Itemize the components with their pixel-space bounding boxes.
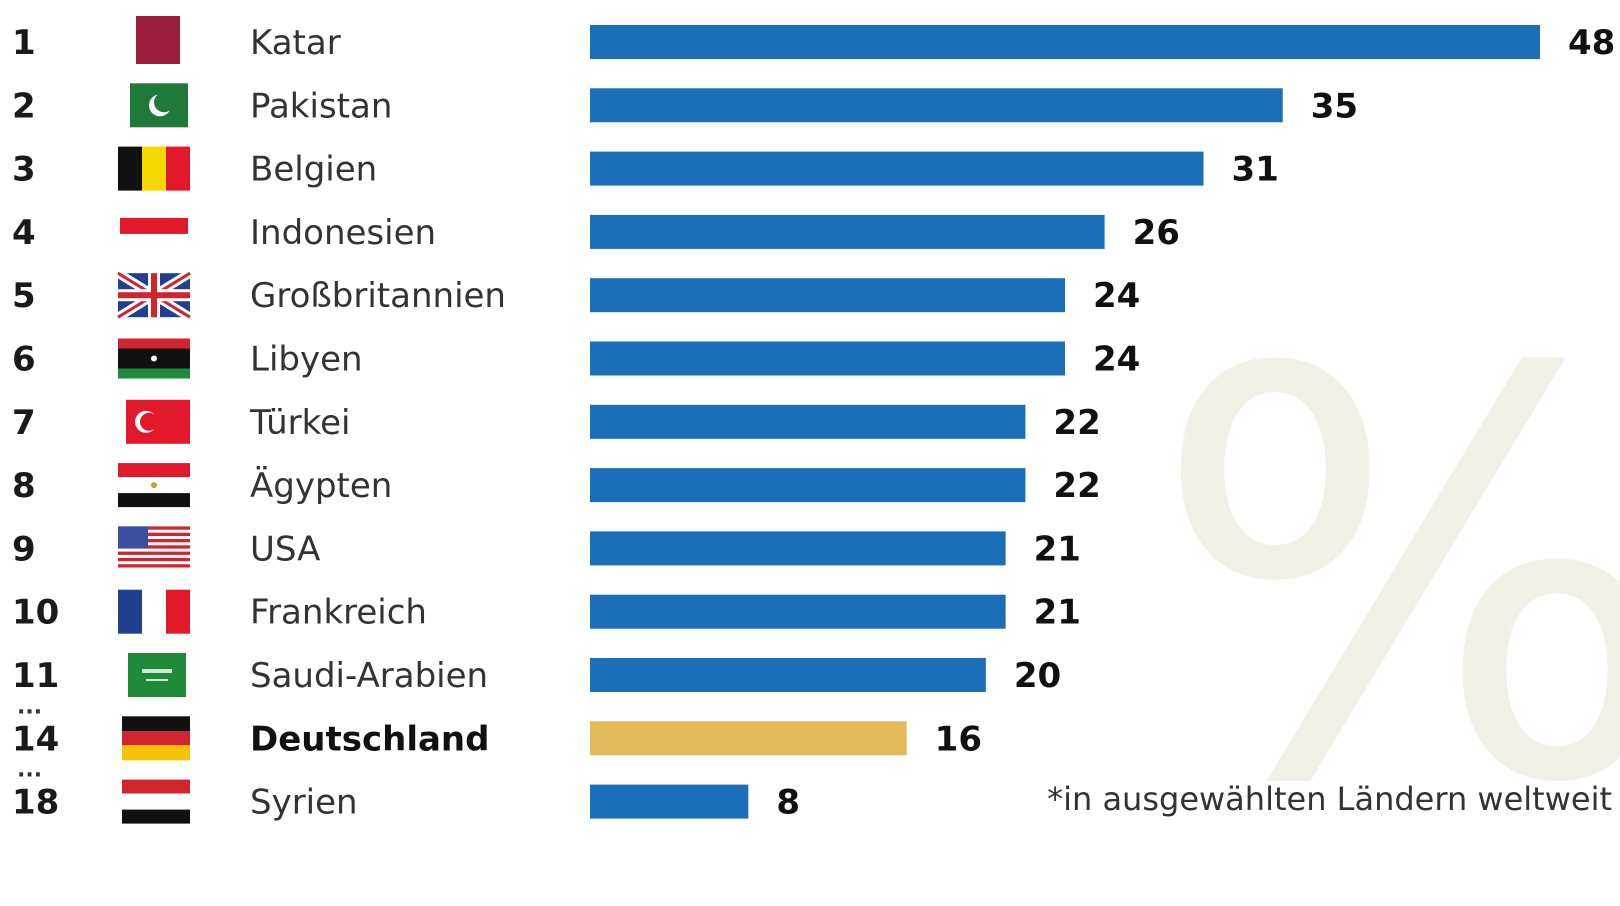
- value-label-usa: 21: [1034, 529, 1081, 569]
- country-label-libyen: Libyen: [250, 340, 363, 380]
- chart-container: % 1 Katar 48 2 Pakistan 35 3 Belgien 31 4 Indonesi…: [12, 16, 1620, 860]
- country-label-frankreich: Frankreich: [250, 593, 427, 633]
- rank-9: 9: [12, 529, 36, 569]
- bar-usa: [590, 531, 1006, 566]
- rank-10: 10: [12, 593, 59, 633]
- country-label-syrien: Syrien: [250, 783, 358, 823]
- value-label-saudi-arabien: 20: [1014, 656, 1061, 696]
- country-label-deutschland: Deutschland: [250, 719, 489, 759]
- value-label-deutschland: 16: [935, 719, 982, 759]
- flag-saudi-arabien-icon: [128, 653, 186, 697]
- bar-syrien: [590, 784, 749, 819]
- rank-8: 8: [12, 466, 36, 506]
- rank-4: 4: [12, 213, 36, 253]
- country-label-pakistan: Pakistan: [250, 86, 392, 126]
- rank-gap-marker-18: ...: [17, 758, 42, 783]
- rank-3: 3: [12, 150, 36, 190]
- rank-14: 14: [12, 719, 59, 759]
- country-label-usa: USA: [250, 529, 320, 569]
- flag-großbritannien-icon: [115, 269, 193, 322]
- percent-watermark: %: [1150, 300, 1620, 860]
- rank-6: 6: [12, 340, 36, 380]
- country-label-saudi-arabien: Saudi-Arabien: [250, 656, 488, 696]
- value-label-ägypten: 22: [1053, 466, 1100, 506]
- flag-usa-icon: [118, 526, 190, 568]
- rank-1: 1: [12, 23, 36, 63]
- value-label-libyen: 24: [1093, 340, 1140, 380]
- rank-gap-marker-14: ...: [17, 694, 42, 719]
- flag-türkei-icon: [126, 399, 190, 444]
- value-label-frankreich: 21: [1034, 593, 1081, 633]
- bar-chart: 1 Katar 48 2 Pakistan 35 3 Belgien 31 4 Indonesien…: [12, 16, 1615, 824]
- value-label-türkei: 22: [1053, 403, 1100, 443]
- flag-pakistan-icon: [130, 83, 188, 128]
- country-label-türkei: Türkei: [249, 403, 350, 443]
- bar-saudi-arabien: [590, 658, 986, 692]
- flag-frankreich-icon: [118, 589, 190, 634]
- bar-frankreich: [590, 594, 1006, 629]
- bar-türkei: [590, 404, 1026, 439]
- country-label-ägypten: Ägypten: [250, 466, 392, 506]
- country-label-katar: Katar: [250, 23, 341, 63]
- footnote: *in ausgewählten Ländern weltweit: [1047, 780, 1612, 818]
- value-label-indonesien: 26: [1133, 213, 1180, 253]
- bar-libyen: [590, 341, 1065, 376]
- flag-katar-icon: [136, 16, 180, 64]
- bar-deutschland: [590, 721, 907, 756]
- rank-18: 18: [12, 783, 59, 823]
- rank-11: 11: [12, 656, 59, 696]
- value-label-großbritannien: 24: [1093, 276, 1140, 316]
- flag-ägypten-icon: [118, 463, 190, 508]
- flag-syrien-icon: [122, 779, 190, 824]
- bar-indonesien: [590, 214, 1105, 249]
- bar-pakistan: [590, 88, 1283, 123]
- rank-5: 5: [12, 276, 36, 316]
- flag-deutschland-icon: [122, 716, 190, 761]
- country-label-indonesien: Indonesien: [250, 213, 436, 253]
- rank-7: 7: [12, 403, 36, 443]
- rank-2: 2: [12, 86, 36, 126]
- value-label-syrien: 8: [776, 783, 800, 823]
- bar-großbritannien: [590, 278, 1065, 313]
- country-label-großbritannien: Großbritannien: [250, 276, 506, 316]
- value-label-belgien: 31: [1232, 150, 1279, 190]
- flag-libyen-icon: [118, 338, 190, 379]
- bar-katar: [590, 25, 1540, 59]
- value-label-katar: 48: [1568, 23, 1615, 63]
- flag-indonesien-icon: [120, 217, 188, 234]
- bar-ägypten: [590, 468, 1026, 503]
- value-label-pakistan: 35: [1311, 86, 1358, 126]
- flag-belgien-icon: [118, 146, 190, 191]
- bar-belgien: [590, 151, 1204, 186]
- country-label-belgien: Belgien: [250, 150, 377, 190]
